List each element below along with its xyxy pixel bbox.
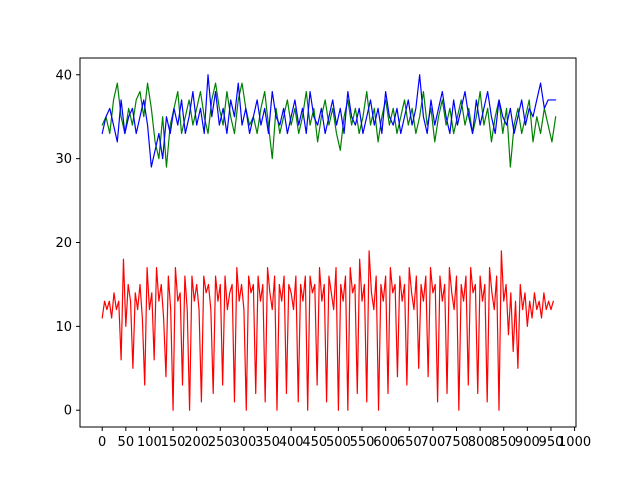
x-tick-label: 400 xyxy=(279,435,304,450)
x-tick-label: 1000 xyxy=(558,435,591,450)
x-tick-label: 700 xyxy=(420,435,445,450)
x-tick-label: 900 xyxy=(515,435,540,450)
x-tick-label: 450 xyxy=(302,435,327,450)
x-tick-label: 800 xyxy=(468,435,493,450)
x-tick-label: 50 xyxy=(118,435,135,450)
y-tick-label: 10 xyxy=(55,320,72,335)
series-layer xyxy=(101,74,557,411)
y-tick-label: 40 xyxy=(55,68,72,83)
x-tick-label: 550 xyxy=(350,435,375,450)
x-tick-label: 150 xyxy=(161,435,186,450)
x-tick-label: 750 xyxy=(444,435,469,450)
x-tick-label: 0 xyxy=(98,435,106,450)
x-tick-label: 500 xyxy=(326,435,351,450)
x-tick-label: 650 xyxy=(397,435,422,450)
x-tick-label: 100 xyxy=(137,435,162,450)
x-tick-label: 300 xyxy=(232,435,257,450)
series-line-red xyxy=(101,250,554,411)
y-tick-label: 30 xyxy=(55,152,72,167)
y-tick-label: 0 xyxy=(64,404,72,419)
y-axis-ticks: 0 10 20 30 40 xyxy=(55,68,80,419)
x-tick-label: 350 xyxy=(255,435,280,450)
x-tick-label: 950 xyxy=(539,435,564,450)
x-tick-label: 600 xyxy=(373,435,398,450)
x-axis-ticks: 0 50 1001502002503003504004505005506006507… xyxy=(98,427,591,450)
series-line-blue xyxy=(101,74,557,168)
x-tick-label: 850 xyxy=(491,435,516,450)
y-tick-label: 20 xyxy=(55,236,72,251)
series-line-green xyxy=(101,82,557,168)
x-tick-label: 200 xyxy=(184,435,209,450)
x-tick-label: 250 xyxy=(208,435,233,450)
